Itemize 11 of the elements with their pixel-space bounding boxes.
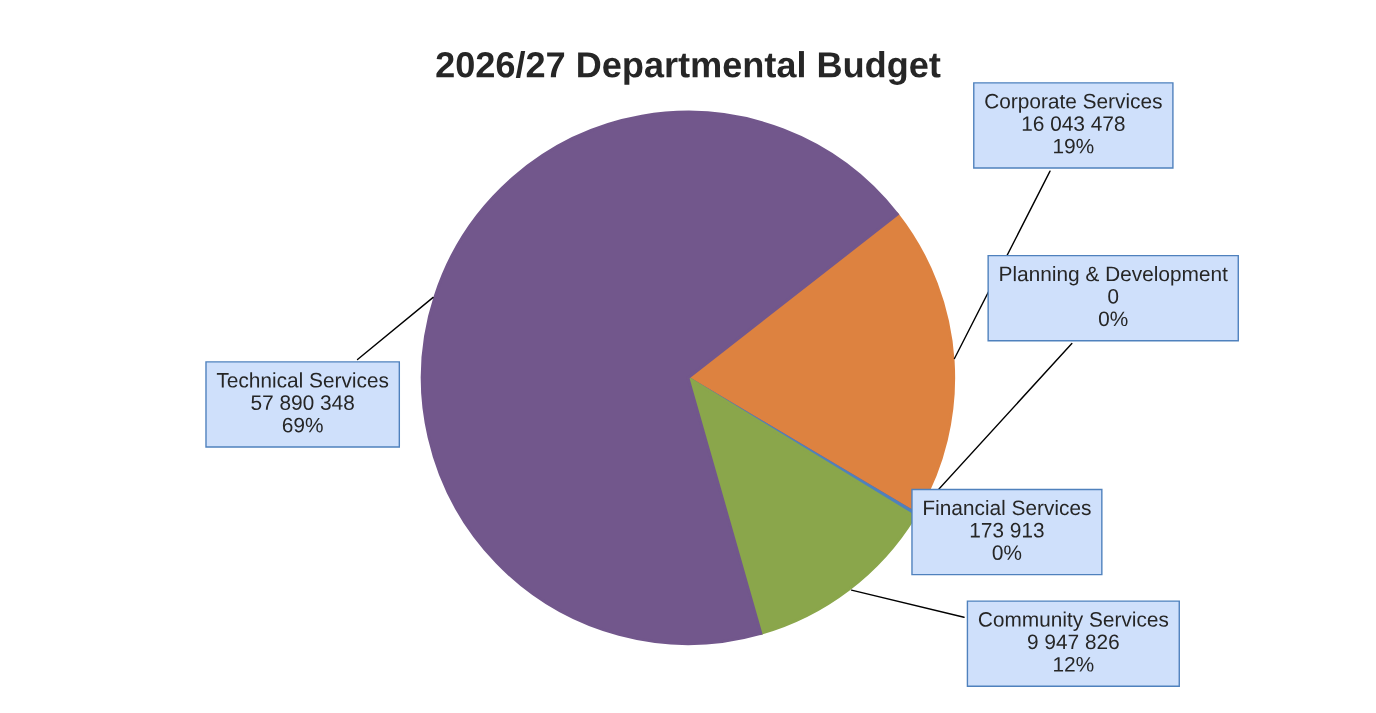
data-label: 16 043 478 19%: [1022, 116, 1125, 154]
data-label: 9 947 826 12%: [1027, 634, 1119, 672]
data-label: 173 913 0%: [970, 522, 1044, 561]
category-label: Planning & Development: [1000, 266, 1228, 286]
slice-label: Financial Services: [924, 499, 1091, 516]
slice-label: Technical Services: [216, 372, 389, 388]
slice-label: Corporate Services: [985, 93, 1162, 113]
data-label: 57 890 348 69%: [251, 395, 354, 433]
slice-label: Community Services: [978, 611, 1169, 631]
text: 0 0%: [1098, 289, 1128, 327]
chart-title: 2026/27 Departmental Budget: [436, 51, 941, 85]
